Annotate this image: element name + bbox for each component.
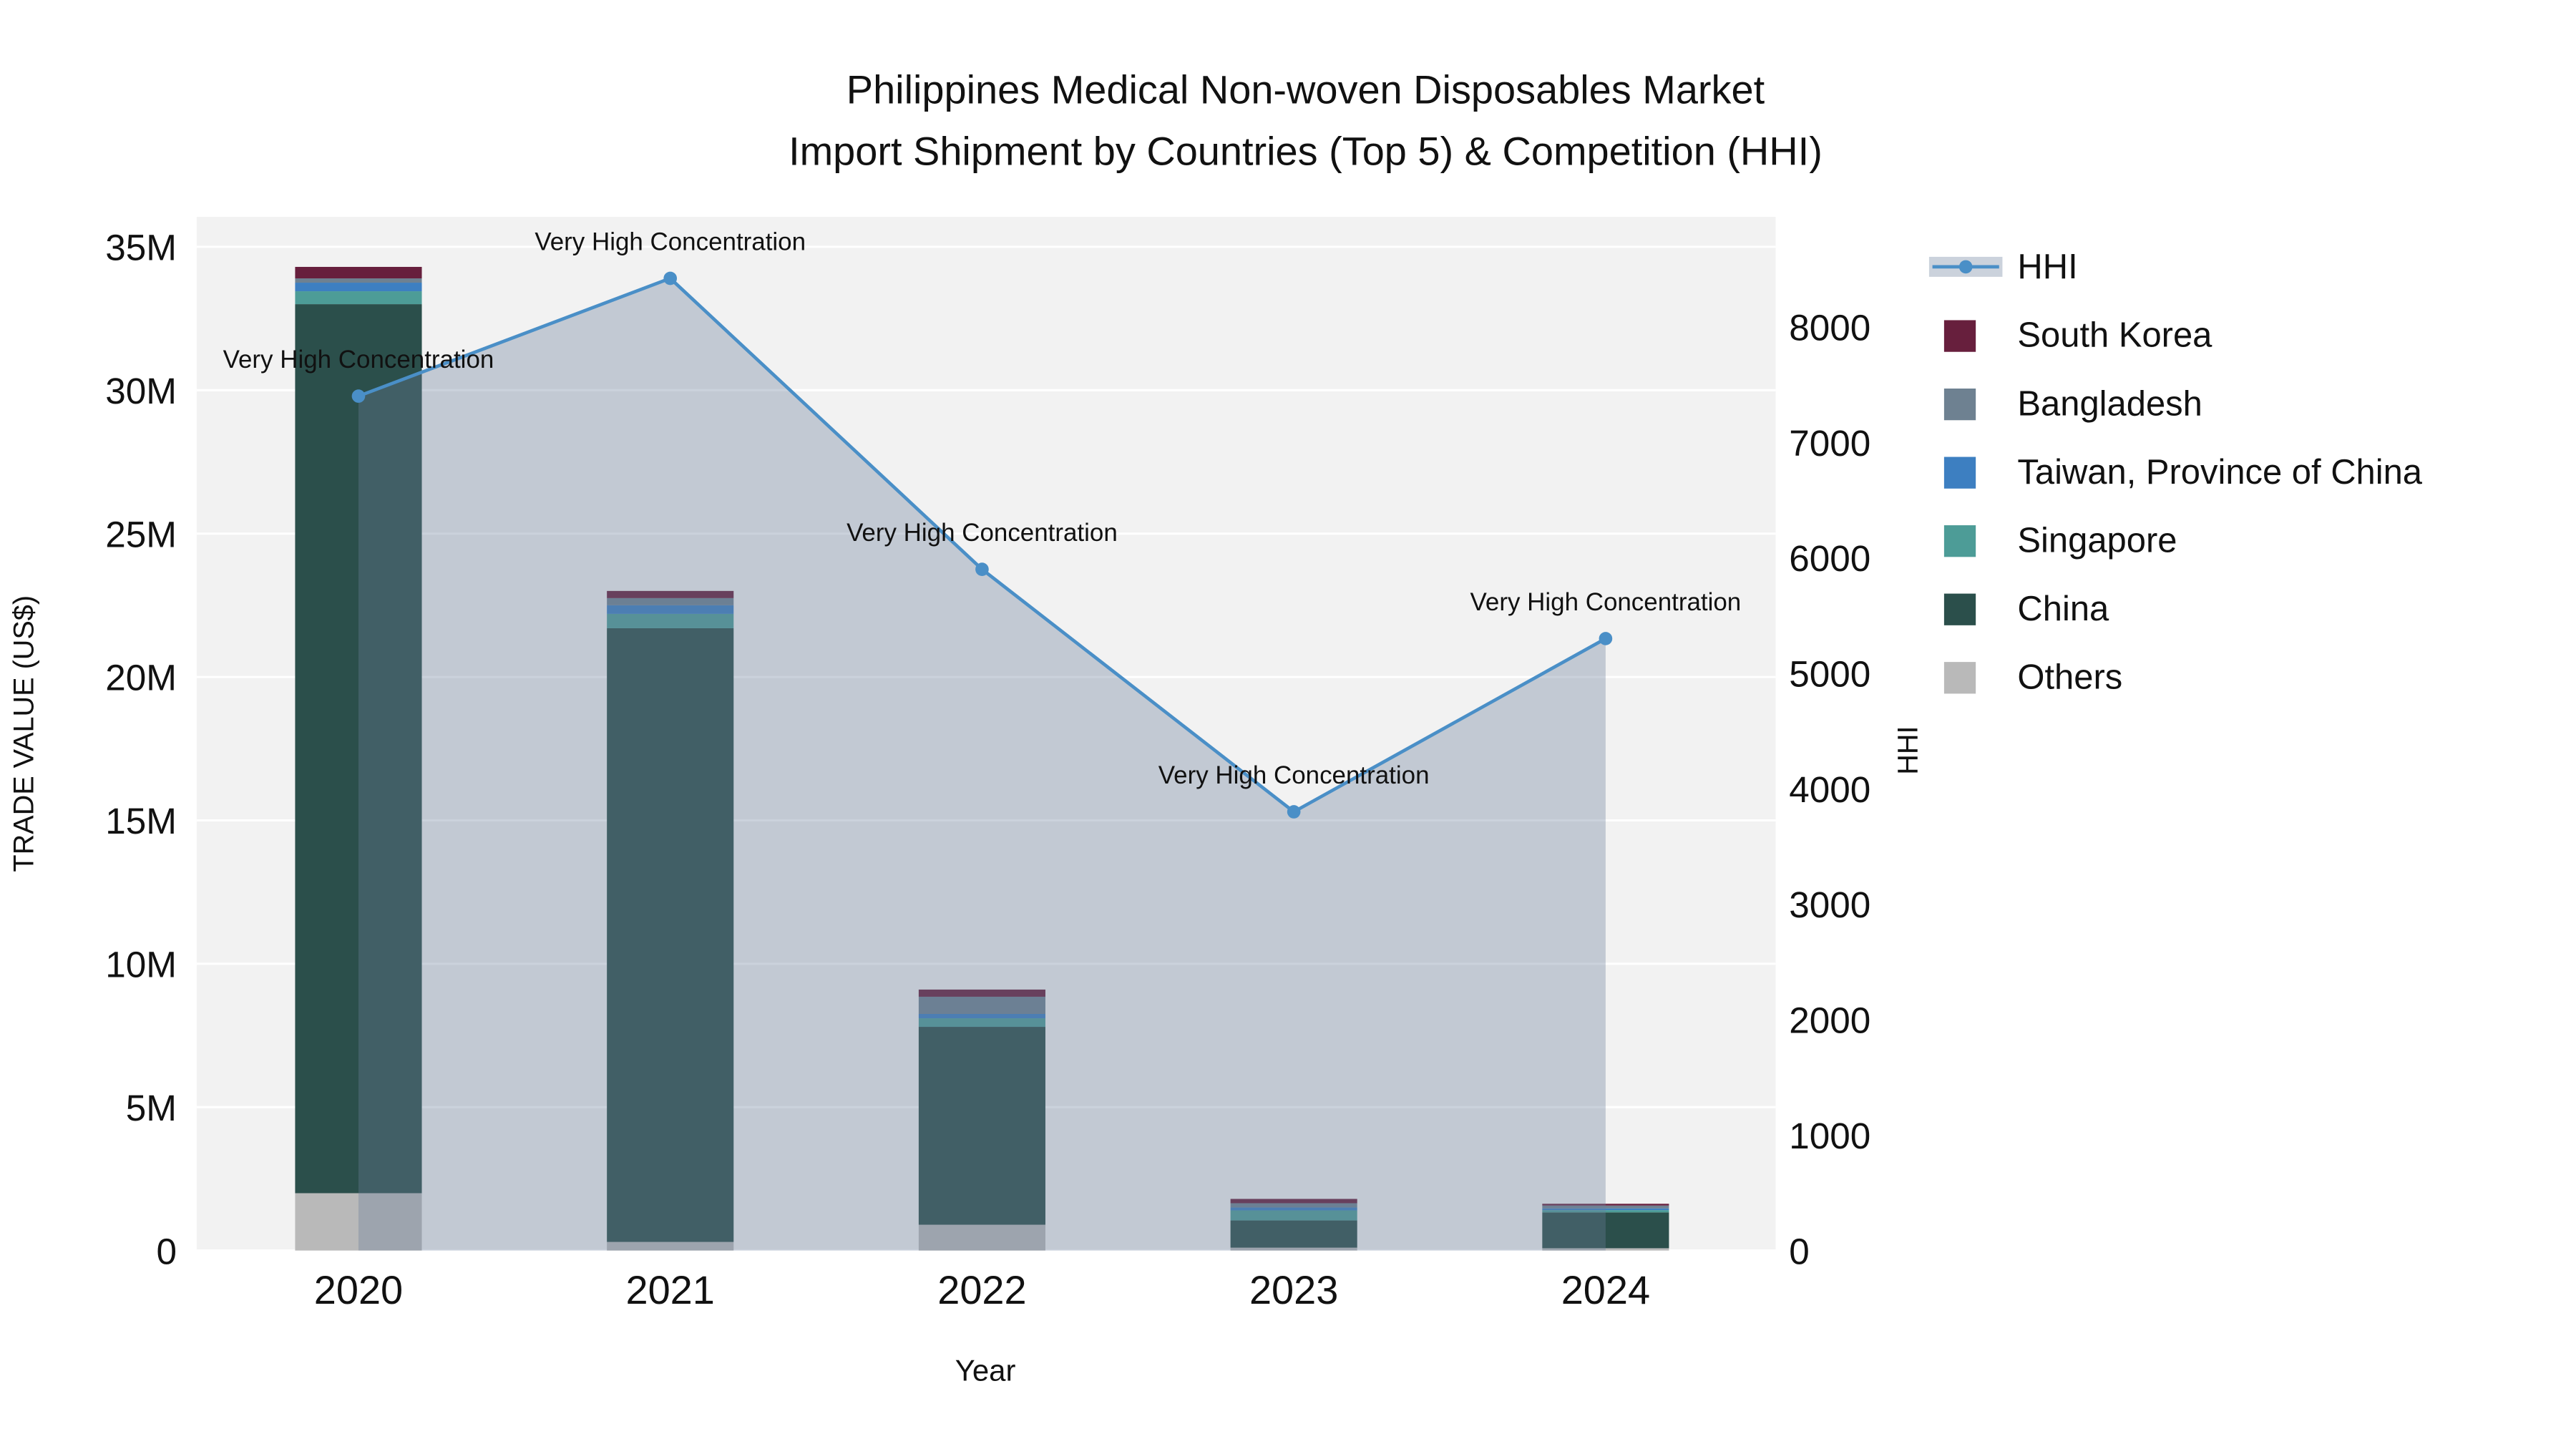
legend-swatch-china <box>1943 593 1976 625</box>
bar-segment-south-korea-2024 <box>1542 1204 1669 1206</box>
hhi-line <box>351 271 1613 819</box>
bar-segment-south-korea-2022 <box>918 989 1045 997</box>
bar-segment-china-2020 <box>295 304 422 1194</box>
annotation-2023: Very High Concentration <box>1158 761 1430 789</box>
bar-segment-taiwan-province-of-china-2024 <box>1542 1208 1669 1211</box>
legend-label-others: Others <box>2017 658 2122 696</box>
bar-segment-others-2022 <box>918 1224 1045 1251</box>
legend-swatch-hhi-marker <box>1958 260 1973 274</box>
bar-segment-taiwan-province-of-china-2023 <box>1230 1207 1357 1211</box>
bar-segment-china-2023 <box>1230 1220 1357 1248</box>
legend-label-taiwan-province-of-china: Taiwan, Province of China <box>2017 453 2422 492</box>
right-tick-7000: 7000 <box>1789 423 1870 464</box>
hhi-area-fill <box>358 278 1606 1251</box>
hhi-area <box>358 278 1606 1251</box>
chart-title: Philippines Medical Non-woven Disposable… <box>789 67 1823 174</box>
legend-label-singapore: Singapore <box>2017 521 2177 560</box>
bar-segment-taiwan-province-of-china-2022 <box>918 1014 1045 1019</box>
legend-label-south-korea: South Korea <box>2017 316 2212 355</box>
x-axis-label: Year <box>955 1353 1016 1387</box>
bar-segment-singapore-2021 <box>607 613 734 628</box>
axes: 0 5M 10M 15M 20M 25M 30M 35M 0 1000 2000 3000 4000 50… <box>9 228 1924 1387</box>
legend-swatch-south-korea <box>1943 320 1976 352</box>
title-line-2: Import Shipment by Countries (Top 5) & C… <box>789 129 1823 174</box>
right-axis-label: HHI <box>1893 726 1924 775</box>
legend-swatch-bangladesh <box>1943 388 1976 421</box>
right-tick-1000: 1000 <box>1789 1116 1870 1156</box>
hhi-marker-2024 <box>1599 632 1613 645</box>
legend-swatch-taiwan-province-of-china <box>1943 457 1976 489</box>
bar-segment-taiwan-province-of-china-2020 <box>295 283 422 292</box>
left-tick-20M: 20M <box>105 658 177 698</box>
hhi-marker-2020 <box>351 389 366 403</box>
x-tick-2022: 2022 <box>937 1267 1026 1312</box>
left-tick-0: 0 <box>156 1231 177 1272</box>
annotation-2024: Very High Concentration <box>1470 588 1742 616</box>
legend-swatch-singapore <box>1943 525 1976 557</box>
stacked-bars <box>295 266 1669 1251</box>
bar-segment-others-2023 <box>1230 1247 1357 1251</box>
bar-segment-bangladesh-2021 <box>607 597 734 605</box>
title-line-1: Philippines Medical Non-woven Disposable… <box>847 67 1765 112</box>
bar-segment-bangladesh-2022 <box>918 996 1045 1015</box>
right-tick-6000: 6000 <box>1789 538 1870 579</box>
annotations: Very High Concentration Very High Concent… <box>223 228 1742 789</box>
right-tick-3000: 3000 <box>1789 884 1870 925</box>
bar-segment-singapore-2024 <box>1542 1210 1669 1213</box>
bar-segment-china-2022 <box>918 1027 1045 1225</box>
bar-segment-bangladesh-2020 <box>295 278 422 283</box>
bar-segment-china-2024 <box>1542 1212 1669 1249</box>
bar-segment-china-2021 <box>607 628 734 1242</box>
legend-label-hhi: HHI <box>2017 248 2077 286</box>
x-tick-2024: 2024 <box>1561 1267 1650 1312</box>
bar-segment-others-2021 <box>607 1241 734 1251</box>
hhi-marker-2022 <box>975 562 989 576</box>
bar-segment-south-korea-2020 <box>295 266 422 279</box>
left-tick-30M: 30M <box>105 371 177 411</box>
bar-segment-bangladesh-2024 <box>1542 1205 1669 1209</box>
hhi-marker-2021 <box>663 271 678 286</box>
bar-segment-others-2020 <box>295 1193 422 1251</box>
bar-segment-south-korea-2023 <box>1230 1199 1357 1204</box>
left-axis-label: TRADE VALUE (US$) <box>9 595 40 872</box>
bar-segment-south-korea-2021 <box>607 590 734 598</box>
hhi-marker-2023 <box>1287 805 1301 819</box>
bar-segment-others-2024 <box>1542 1248 1669 1251</box>
legend-label-bangladesh: Bangladesh <box>2017 384 2202 423</box>
left-tick-15M: 15M <box>105 801 177 841</box>
bar-segment-singapore-2022 <box>918 1018 1045 1028</box>
x-tick-2021: 2021 <box>626 1267 715 1312</box>
annotation-2021: Very High Concentration <box>535 228 806 255</box>
left-tick-5M: 5M <box>126 1088 177 1128</box>
right-tick-8000: 8000 <box>1789 307 1870 348</box>
right-tick-5000: 5000 <box>1789 653 1870 694</box>
left-tick-25M: 25M <box>105 514 177 555</box>
left-tick-35M: 35M <box>105 228 177 268</box>
right-tick-0: 0 <box>1789 1231 1810 1272</box>
annotation-2022: Very High Concentration <box>847 519 1118 547</box>
left-tick-10M: 10M <box>105 945 177 985</box>
bar-segment-taiwan-province-of-china-2021 <box>607 605 734 614</box>
right-tick-4000: 4000 <box>1789 769 1870 810</box>
legend-swatch-others <box>1943 662 1976 694</box>
legend: HHI South Korea Bangladesh Taiwan, Province… <box>1928 248 2423 696</box>
x-tick-2020: 2020 <box>314 1267 403 1312</box>
bar-segment-singapore-2020 <box>295 291 422 305</box>
bar-segment-bangladesh-2023 <box>1230 1203 1357 1208</box>
annotation-2020: Very High Concentration <box>223 346 494 374</box>
bar-segment-singapore-2023 <box>1230 1210 1357 1221</box>
right-tick-2000: 2000 <box>1789 1000 1870 1041</box>
x-tick-2023: 2023 <box>1249 1267 1338 1312</box>
legend-label-china: China <box>2017 590 2109 628</box>
